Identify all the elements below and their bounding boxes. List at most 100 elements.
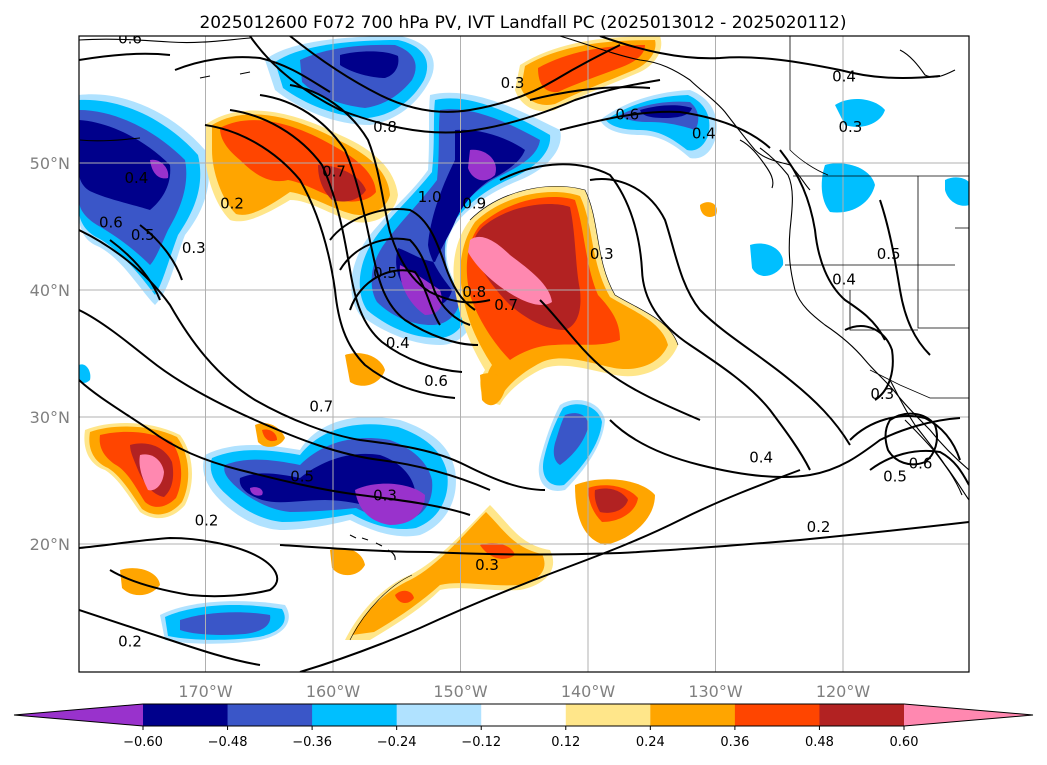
colorbar-tick-label: −0.48 <box>208 735 248 750</box>
coast-bc-island <box>739 139 774 189</box>
contour-se4 <box>884 412 938 466</box>
contour-label: 0.2 <box>195 512 219 530</box>
contour-label: 0.3 <box>838 118 862 136</box>
border-alaska-canada <box>789 36 829 176</box>
colorbar-segment <box>734 704 820 726</box>
lat-label-20n: 20°N <box>30 535 70 554</box>
contour-label: 0.7 <box>309 397 333 415</box>
lat-label-30n: 30°N <box>30 408 70 427</box>
shade-pos-nw-darkred <box>318 165 366 202</box>
shade-neg-e4 <box>945 177 969 206</box>
shade-neg-w-purple <box>150 159 169 179</box>
contour-label: 0.3 <box>501 74 525 92</box>
colorbar-tick-label: −0.60 <box>123 735 163 750</box>
contour-top1 <box>289 36 621 113</box>
colorbar-tick-label: −0.12 <box>461 735 501 750</box>
contour-south1 <box>279 521 969 556</box>
graticule <box>79 36 969 672</box>
contour-label: 0.8 <box>373 118 397 136</box>
contour-c7 <box>289 84 491 304</box>
contour-label: 0.7 <box>494 296 518 314</box>
contour-ne2 <box>879 199 931 356</box>
contour-east1 <box>499 163 811 471</box>
colorbar-tick-label: 0.60 <box>890 735 919 750</box>
contour-south3 <box>299 469 801 672</box>
contour-top4 <box>79 52 171 61</box>
shade-pos-spot1b <box>262 429 277 442</box>
outline-pos-center <box>469 185 679 346</box>
border-us-mexico <box>869 369 969 399</box>
contour-label: 0.2 <box>220 194 244 212</box>
shade-pos-e5 <box>700 202 717 217</box>
contour-label: 0.3 <box>373 486 397 504</box>
borders <box>785 36 969 399</box>
latitude-labels: 50°N 40°N 30°N 20°N <box>30 154 70 554</box>
contour-label: 0.4 <box>124 169 148 187</box>
contour-se3 <box>844 325 894 401</box>
contour-label: 0.5 <box>131 226 155 244</box>
contour-label: 0.3 <box>590 245 614 263</box>
contour-label: 0.5 <box>290 467 314 485</box>
contour-label: 0.6 <box>909 455 933 473</box>
shade-neg-s-purple2 <box>250 487 263 496</box>
contour-south4 <box>79 609 261 666</box>
contour-label: 0.6 <box>118 29 142 47</box>
colorbar-tick-label: 0.12 <box>551 735 580 750</box>
contour-east2 <box>589 178 851 446</box>
colorbar-segment <box>227 704 313 726</box>
coast-top-left <box>79 37 251 44</box>
contour-label: 0.2 <box>807 518 831 536</box>
colorbar-segment <box>650 704 736 726</box>
map-title: 2025012600 F072 700 hPa PV, IVT Landfall… <box>199 13 846 33</box>
shade-pos-sstreak-redorange <box>395 590 414 604</box>
contour-top2 <box>249 36 661 134</box>
colorbar-tick-label: 0.36 <box>720 735 749 750</box>
contour-top6 <box>559 110 771 149</box>
contour-label: 0.4 <box>832 67 856 85</box>
colorbar-segment <box>312 704 398 726</box>
colorbar-extend-low <box>14 704 143 726</box>
colorbar: −0.60 −0.48 −0.36 −0.24 −0.12 0.12 0.24 0.36 0.4… <box>13 703 1034 750</box>
pv-shading <box>79 36 969 644</box>
shade-neg-top-navy <box>340 51 399 78</box>
colorbar-segment <box>565 704 651 726</box>
lon-label-130w: 130°W <box>688 682 743 701</box>
contour-east4 <box>539 299 701 421</box>
contour-label: 0.2 <box>118 632 142 650</box>
lon-label-150w: 150°W <box>433 682 488 701</box>
contour-w1 <box>109 239 161 301</box>
contour-w2 <box>139 224 183 281</box>
colorbar-segment <box>143 704 229 726</box>
outline-pos-south <box>349 574 413 641</box>
map-frame <box>78 35 970 673</box>
shade-outlines <box>349 185 679 641</box>
contour-label: 0.4 <box>749 448 773 466</box>
colorbar-extend-high <box>904 704 1033 726</box>
contour-label: 1.0 <box>418 188 442 206</box>
contour-inner1 <box>329 208 476 311</box>
colorbar-segment <box>819 704 905 726</box>
shade-neg-se-mblue <box>553 413 589 465</box>
contour-label: 0.6 <box>615 106 639 124</box>
lon-label-140w: 140°W <box>561 682 616 701</box>
shade-neg-e3 <box>750 243 784 276</box>
longitude-labels: 170°W 160°W 150°W 140°W 130°W 120°W <box>178 682 870 701</box>
coast-baja-gulf <box>889 379 969 501</box>
contour-labels: 0.60.30.80.60.40.40.30.71.0 0.90.40.20.50… <box>99 29 933 650</box>
lat-label-40n: 40°N <box>30 281 70 300</box>
shade-neg-s-purple1 <box>355 483 425 525</box>
contour-label: 0.8 <box>462 283 486 301</box>
contour-label: 0.7 <box>322 163 346 181</box>
contour-label: 0.4 <box>386 334 410 352</box>
shade-pos-spot5 <box>120 568 160 596</box>
contour-c5 <box>229 109 463 373</box>
contour-c4 <box>204 124 456 399</box>
shade-pos-top-redorange <box>538 45 645 93</box>
shade-pos-c-pink <box>468 236 552 305</box>
contour-south2 <box>79 536 279 598</box>
shade-neg-c-purple1 <box>468 149 496 181</box>
lat-label-50n: 50°N <box>30 154 70 173</box>
contour-label: 0.4 <box>832 271 856 289</box>
coast-west-north-america <box>759 147 969 471</box>
